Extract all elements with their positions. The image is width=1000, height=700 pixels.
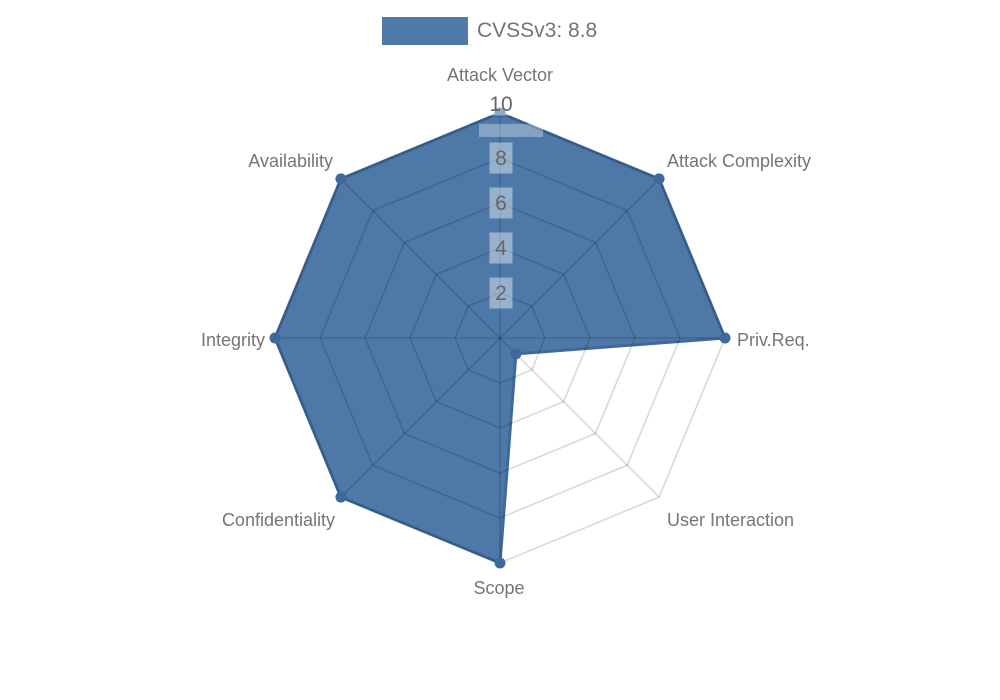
tick-label: 2 <box>495 282 507 305</box>
radar-grid-spoke <box>499 178 660 339</box>
radar-grid-spoke <box>499 337 660 498</box>
legend-swatch <box>382 17 468 45</box>
tick-backdrop <box>489 142 513 174</box>
data-point-marker[interactable] <box>494 107 506 119</box>
data-point-marker[interactable] <box>719 332 731 344</box>
tick-label: 4 <box>495 237 507 260</box>
tick-backdrop <box>489 277 513 309</box>
tick-backdrop <box>489 232 513 264</box>
axis-label-user-interaction: User Interaction <box>667 510 794 530</box>
tick-label: 6 <box>495 192 507 215</box>
axis-label-integrity: Integrity <box>201 330 265 350</box>
data-point-marker[interactable] <box>494 557 506 569</box>
axis-label-attack-vector: Attack Vector <box>447 65 553 85</box>
data-point-marker[interactable] <box>335 173 347 185</box>
axis-label-scope: Scope <box>473 578 524 598</box>
data-point-marker[interactable] <box>653 173 665 185</box>
data-point-marker[interactable] <box>335 491 347 503</box>
axis-label-attack-complexity: Attack Complexity <box>667 151 811 171</box>
tick-backdrop <box>489 187 513 219</box>
radar-grid-spoke <box>340 337 501 498</box>
axis-label-availability: Availability <box>248 151 333 171</box>
radar-grid-spoke <box>340 178 501 339</box>
legend-label: CVSSv3: 8.8 <box>477 19 598 42</box>
tick-backdrop <box>484 92 518 116</box>
data-point-marker[interactable] <box>269 332 281 344</box>
axis-label-confidentiality: Confidentiality <box>222 510 335 530</box>
tick-label: 8 <box>495 147 507 170</box>
chart-legend-item[interactable]: CVSSv3: 8.8 <box>382 17 597 45</box>
tick-backdrop-band <box>479 124 543 137</box>
radar-grid-ring <box>319 157 681 519</box>
radar-grid-ring <box>409 247 591 429</box>
radar-grid-ring <box>454 292 546 384</box>
tick-label: 10 <box>489 93 512 116</box>
radar-grid-ring <box>364 202 636 474</box>
axis-label-priv-req: Priv.Req. <box>737 330 810 350</box>
data-point-marker[interactable] <box>510 348 522 360</box>
